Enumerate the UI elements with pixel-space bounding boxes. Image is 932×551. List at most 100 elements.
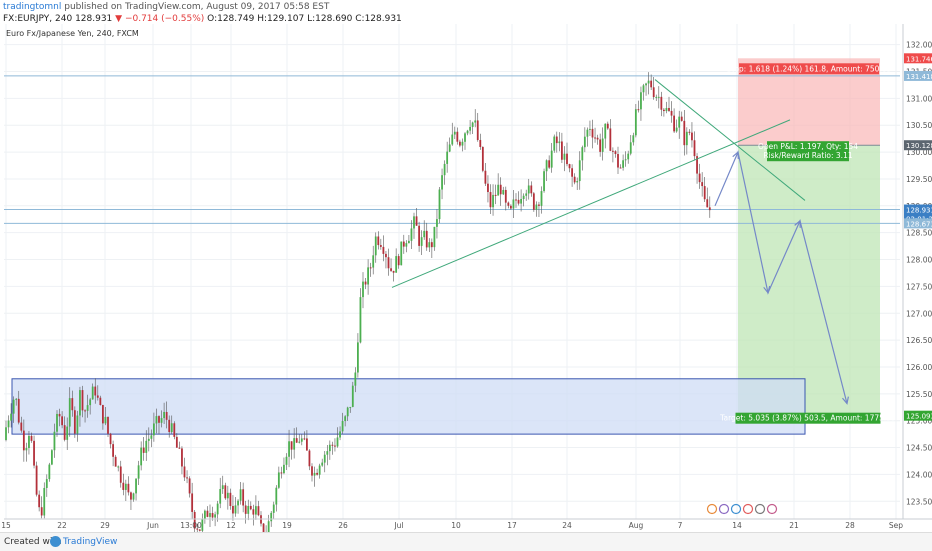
- event-marker-icon[interactable]: [754, 503, 766, 515]
- price-tag-target: 125.093: [906, 413, 932, 421]
- candle-body: [51, 450, 53, 465]
- candle-body: [548, 160, 551, 168]
- event-marker-icon[interactable]: [742, 503, 754, 515]
- candle-body: [318, 465, 321, 475]
- candlestick-series: [5, 72, 711, 532]
- candle-body: [178, 447, 181, 449]
- event-marker-icon[interactable]: [706, 503, 718, 515]
- candle-body: [242, 489, 245, 506]
- candle-body: [56, 413, 58, 432]
- candle-body: [216, 503, 219, 515]
- candle-body: [629, 142, 632, 154]
- candle-body: [96, 395, 99, 398]
- candle-body: [351, 385, 354, 407]
- candle-body: [255, 506, 257, 515]
- demand-zone-rect[interactable]: [11, 378, 806, 435]
- candle-body: [48, 464, 51, 480]
- candle-body: [339, 431, 341, 438]
- close-price: C:128.931: [355, 14, 402, 24]
- candle-body: [622, 160, 624, 168]
- candle-body: [170, 423, 173, 433]
- price-tag-bg: [904, 140, 932, 151]
- projection-arrows[interactable]: [714, 150, 849, 405]
- price-tag-bg: [904, 53, 932, 64]
- candle-body: [226, 492, 229, 499]
- candle-body: [91, 386, 94, 400]
- candle-body: [285, 456, 288, 465]
- candle-body: [591, 128, 594, 138]
- low-price: L:128.690: [307, 14, 353, 24]
- candle-body: [382, 246, 385, 254]
- time-axis[interactable]: 15 22 29 Jun 13:00 12 19 26 Jul 10 17 24 Aug 7 14 21 28 S…: [1, 518, 932, 530]
- publisher-name[interactable]: tradingtomnl: [3, 2, 62, 12]
- candle-body: [461, 141, 464, 146]
- candle-body: [408, 240, 410, 244]
- candle-body: [10, 413, 12, 421]
- y-tick-label: 127.500: [906, 282, 932, 291]
- candle-body: [45, 479, 48, 488]
- candle-body: [293, 438, 296, 450]
- candle-body: [517, 199, 520, 204]
- candle-body: [221, 485, 224, 490]
- stop-label: Stop: 1.618 (1.24%) 161.8, Amount: 750.8…: [727, 64, 892, 73]
- chart-canvas[interactable]: Stop: 1.618 (1.24%) 161.8, Amount: 750.8…: [0, 0, 932, 532]
- candle-body: [367, 267, 369, 285]
- y-tick-label: 126.000: [906, 363, 932, 372]
- candle-body: [316, 472, 318, 475]
- candle-body: [33, 440, 35, 466]
- x-tick-label: 21: [789, 521, 799, 530]
- price-axis[interactable]: 132.000131.500131.000130.500130.000129.5…: [902, 24, 932, 519]
- candle-body: [181, 448, 183, 467]
- x-tick-label: 10: [451, 521, 461, 530]
- candle-body: [563, 153, 566, 160]
- candle-body: [331, 444, 334, 446]
- rr-label-box: [767, 150, 849, 162]
- candle-body: [415, 216, 418, 226]
- candle-body: [619, 167, 622, 169]
- y-tick-label: 126.500: [906, 336, 932, 345]
- candle-body: [79, 390, 81, 416]
- candle-body: [397, 256, 400, 266]
- tradingview-brand[interactable]: TradingView: [63, 537, 118, 547]
- candle-body: [441, 175, 443, 190]
- candle-body: [668, 107, 670, 111]
- candle-body: [130, 492, 132, 500]
- price-change: ▼ −0.714 (−0.55%): [115, 14, 205, 24]
- candle-body: [400, 241, 403, 266]
- candle-body: [609, 128, 612, 151]
- price-tag-entry: 130.128: [906, 142, 932, 150]
- toolbar-icons[interactable]: [706, 503, 778, 515]
- candle-body: [405, 243, 408, 247]
- candle-body: [119, 466, 122, 483]
- candle-body: [525, 193, 528, 196]
- rr-label: Risk/Reward Ratio: 3.11: [763, 151, 852, 160]
- event-marker-icon[interactable]: [718, 503, 730, 515]
- trendlines[interactable]: [391, 79, 806, 288]
- candle-body: [589, 128, 591, 130]
- candle-body: [374, 236, 377, 256]
- demand-zone[interactable]: [11, 378, 806, 435]
- candle-body: [326, 451, 329, 455]
- candle-body: [270, 512, 273, 522]
- candle-body: [553, 136, 556, 151]
- candle-body: [15, 398, 18, 400]
- candle-body: [655, 96, 658, 98]
- candle-body: [114, 456, 117, 467]
- trendline[interactable]: [654, 79, 806, 201]
- candle-body: [211, 513, 214, 518]
- candle-body: [504, 189, 507, 203]
- event-marker-icon[interactable]: [730, 503, 742, 515]
- event-marker-icon[interactable]: [766, 503, 778, 515]
- candle-body: [425, 230, 428, 248]
- trendline[interactable]: [391, 119, 791, 288]
- x-tick-label: Jun: [146, 521, 159, 530]
- candle-body: [5, 427, 7, 441]
- candle-body: [163, 411, 165, 419]
- price-tag-bg: [904, 204, 932, 215]
- candle-body: [634, 109, 637, 136]
- candle-body: [204, 510, 206, 519]
- candle-body: [627, 153, 630, 160]
- candle-body: [492, 194, 494, 208]
- candle-body: [507, 202, 510, 206]
- candle-body: [349, 406, 352, 408]
